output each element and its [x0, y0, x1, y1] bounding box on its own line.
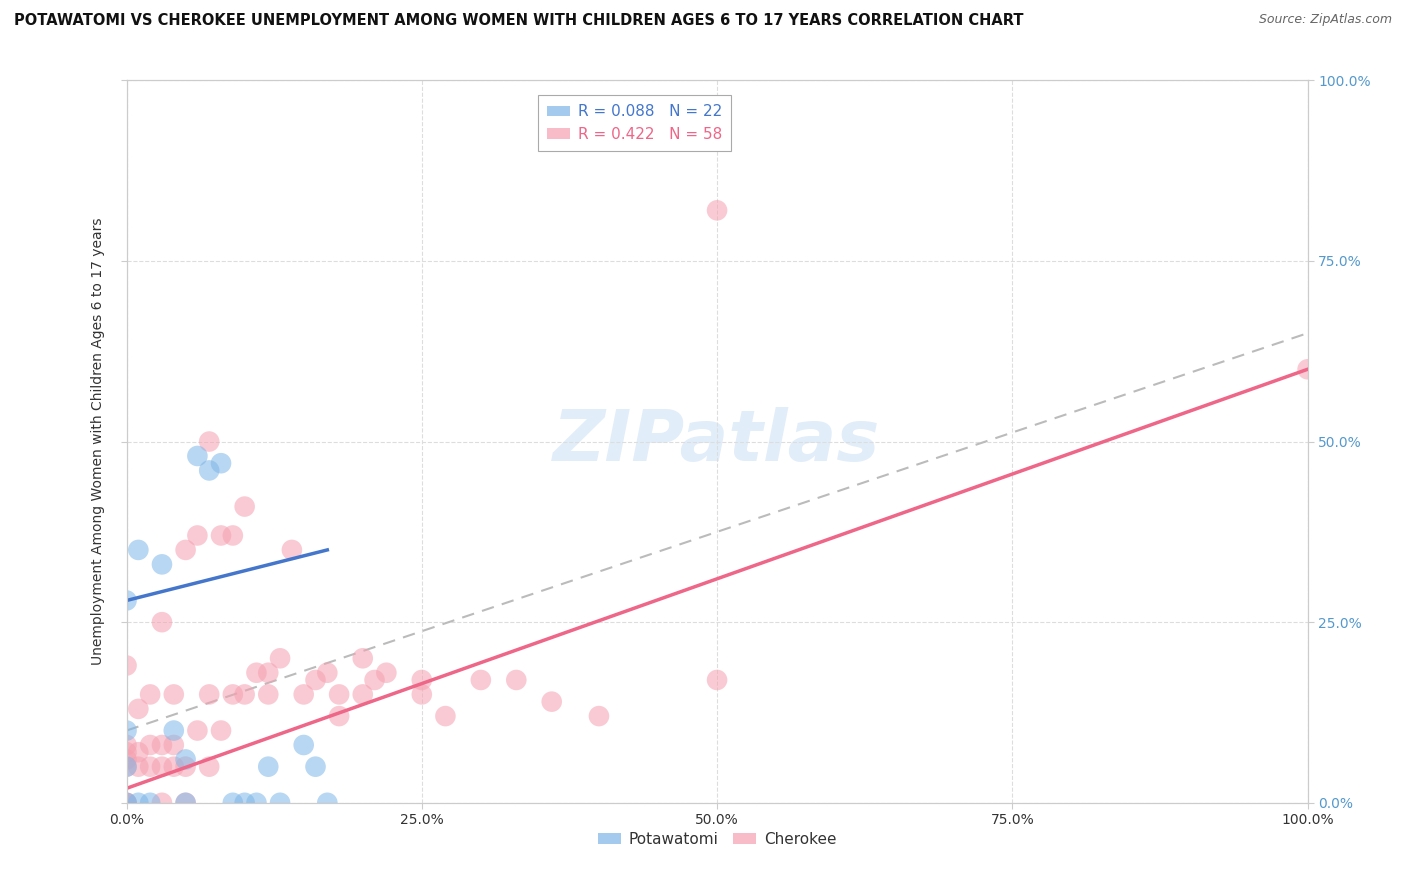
Point: [1296, 362, 1319, 376]
Point: [115, 723, 138, 738]
Point: [222, 528, 245, 542]
Point: [363, 673, 385, 687]
Point: [245, 796, 267, 810]
Point: [328, 709, 350, 723]
Point: [245, 665, 267, 680]
Point: [316, 796, 339, 810]
Point: [505, 673, 527, 687]
Point: [375, 665, 398, 680]
Point: [150, 558, 173, 572]
Point: [139, 738, 162, 752]
Point: [233, 500, 256, 514]
Point: [115, 796, 138, 810]
Point: [174, 542, 197, 557]
Point: [209, 723, 232, 738]
Point: [198, 760, 221, 774]
Point: [292, 687, 315, 701]
Point: [127, 745, 149, 759]
Point: [174, 796, 197, 810]
Point: [316, 665, 339, 680]
Point: [706, 673, 728, 687]
Legend: Potawatomi, Cherokee: Potawatomi, Cherokee: [592, 826, 842, 853]
Point: [233, 687, 256, 701]
Point: [257, 687, 280, 701]
Point: [352, 651, 374, 665]
Point: [257, 665, 280, 680]
Point: [139, 796, 162, 810]
Point: [163, 723, 186, 738]
Point: [139, 687, 162, 701]
Point: [540, 695, 562, 709]
Point: [411, 687, 433, 701]
Point: [115, 796, 138, 810]
Point: [269, 651, 291, 665]
Point: [127, 542, 149, 557]
Point: [127, 760, 149, 774]
Point: [150, 760, 173, 774]
Point: [233, 796, 256, 810]
Point: [115, 658, 138, 673]
Text: Source: ZipAtlas.com: Source: ZipAtlas.com: [1258, 13, 1392, 27]
Point: [115, 745, 138, 759]
Point: [222, 687, 245, 701]
Point: [127, 796, 149, 810]
Point: [174, 752, 197, 766]
Point: [706, 203, 728, 218]
Point: [174, 760, 197, 774]
Text: POTAWATOMI VS CHEROKEE UNEMPLOYMENT AMONG WOMEN WITH CHILDREN AGES 6 TO 17 YEARS: POTAWATOMI VS CHEROKEE UNEMPLOYMENT AMON…: [14, 13, 1024, 29]
Point: [115, 738, 138, 752]
Point: [304, 760, 326, 774]
Point: [281, 542, 304, 557]
Point: [163, 738, 186, 752]
Point: [222, 796, 245, 810]
Point: [198, 434, 221, 449]
Point: [139, 760, 162, 774]
Point: [292, 738, 315, 752]
Point: [257, 760, 280, 774]
Point: [150, 738, 173, 752]
Point: [127, 702, 149, 716]
Point: [115, 796, 138, 810]
Point: [209, 528, 232, 542]
Point: [304, 673, 326, 687]
Y-axis label: Unemployment Among Women with Children Ages 6 to 17 years: Unemployment Among Women with Children A…: [91, 218, 105, 665]
Point: [352, 687, 374, 701]
Point: [115, 752, 138, 766]
Point: [269, 796, 291, 810]
Point: [588, 709, 610, 723]
Point: [328, 687, 350, 701]
Point: [470, 673, 492, 687]
Point: [115, 760, 138, 774]
Text: ZIPatlas: ZIPatlas: [554, 407, 880, 476]
Point: [209, 456, 232, 470]
Point: [163, 760, 186, 774]
Point: [434, 709, 457, 723]
Point: [150, 796, 173, 810]
Point: [198, 687, 221, 701]
Point: [186, 723, 208, 738]
Point: [115, 593, 138, 607]
Point: [174, 796, 197, 810]
Point: [163, 687, 186, 701]
Point: [411, 673, 433, 687]
Point: [186, 528, 208, 542]
Point: [198, 463, 221, 477]
Point: [150, 615, 173, 630]
Point: [186, 449, 208, 463]
Point: [115, 760, 138, 774]
